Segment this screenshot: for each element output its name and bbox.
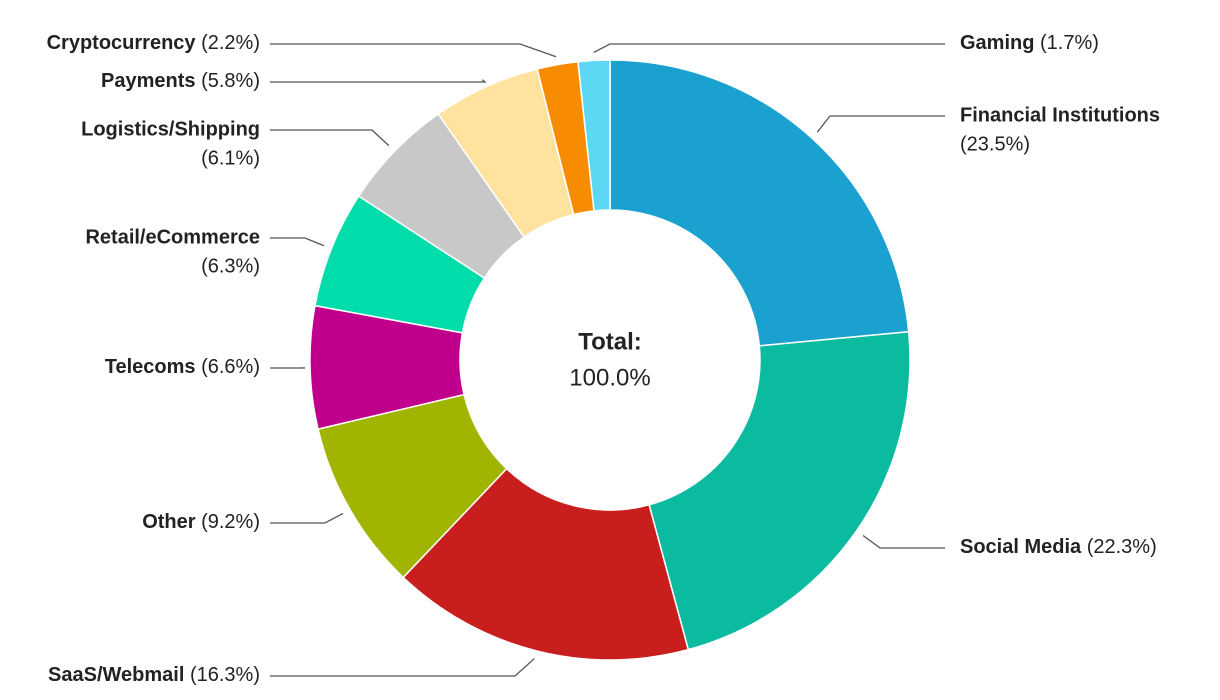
value-label: (6.6%) bbox=[201, 356, 260, 378]
slice-group: Gaming (1.7%) bbox=[577, 32, 1099, 212]
slice bbox=[402, 467, 690, 661]
leader-line bbox=[816, 115, 945, 133]
leader-line bbox=[593, 43, 945, 54]
slice-label: Cryptocurrency (2.2%) bbox=[47, 32, 260, 54]
slice-group: Financial Institutions (23.5%) bbox=[609, 59, 1160, 347]
leader-line bbox=[862, 534, 945, 549]
category-label: Telecoms bbox=[105, 356, 196, 378]
value-label: (23.5%) bbox=[960, 133, 1030, 155]
slice-label: Social Media (22.3%) bbox=[960, 536, 1157, 558]
slice-group: Payments (5.8%) bbox=[101, 68, 575, 239]
slice-label: SaaS/Webmail (16.3%) bbox=[48, 664, 260, 686]
leader-line bbox=[270, 237, 325, 247]
value-label: (5.8%) bbox=[201, 70, 260, 92]
leader-line bbox=[270, 79, 487, 83]
value-label: (6.1%) bbox=[201, 147, 260, 169]
category-label: Gaming bbox=[960, 32, 1034, 54]
slice bbox=[648, 330, 911, 651]
leader-line bbox=[270, 658, 535, 677]
slice bbox=[577, 59, 611, 212]
value-label: (22.3%) bbox=[1087, 536, 1157, 558]
category-label: Social Media bbox=[960, 536, 1082, 558]
value-label: (9.2%) bbox=[201, 511, 260, 533]
slice-label: Other (9.2%) bbox=[142, 511, 260, 533]
center-text: 100.0% bbox=[569, 364, 650, 391]
slice-label: Payments (5.8%) bbox=[101, 70, 260, 92]
leader-line bbox=[270, 512, 344, 524]
slice bbox=[609, 59, 910, 347]
slice-group: Telecoms (6.6%) bbox=[105, 304, 465, 431]
center-title: Total: bbox=[578, 328, 642, 355]
slice-label: Gaming (1.7%) bbox=[960, 32, 1099, 54]
slice-label: Telecoms (6.6%) bbox=[105, 356, 260, 378]
value-label: (16.3%) bbox=[190, 664, 260, 686]
leader-line bbox=[270, 129, 390, 147]
category-label: Payments bbox=[101, 70, 196, 92]
category-label: Financial Institutions bbox=[960, 104, 1160, 126]
value-label: (6.3%) bbox=[201, 255, 260, 277]
category-label: SaaS/Webmail bbox=[48, 664, 184, 686]
slice-group: SaaS/Webmail (16.3%) bbox=[48, 467, 690, 686]
leader-line bbox=[270, 43, 557, 58]
value-label: (2.2%) bbox=[201, 32, 260, 54]
category-label: Other bbox=[142, 511, 196, 533]
slice-group: Other (9.2%) bbox=[142, 393, 508, 579]
slice-group: Social Media (22.3%) bbox=[648, 330, 1157, 651]
category-label: Logistics/Shipping bbox=[81, 118, 260, 140]
category-label: Cryptocurrency bbox=[47, 32, 197, 54]
slice-group: Cryptocurrency (2.2%) bbox=[47, 32, 595, 216]
category-label: Retail/eCommerce bbox=[85, 226, 260, 248]
slice-group: Retail/eCommerce (6.3%) bbox=[85, 195, 486, 334]
value-label: (1.7%) bbox=[1040, 32, 1099, 54]
